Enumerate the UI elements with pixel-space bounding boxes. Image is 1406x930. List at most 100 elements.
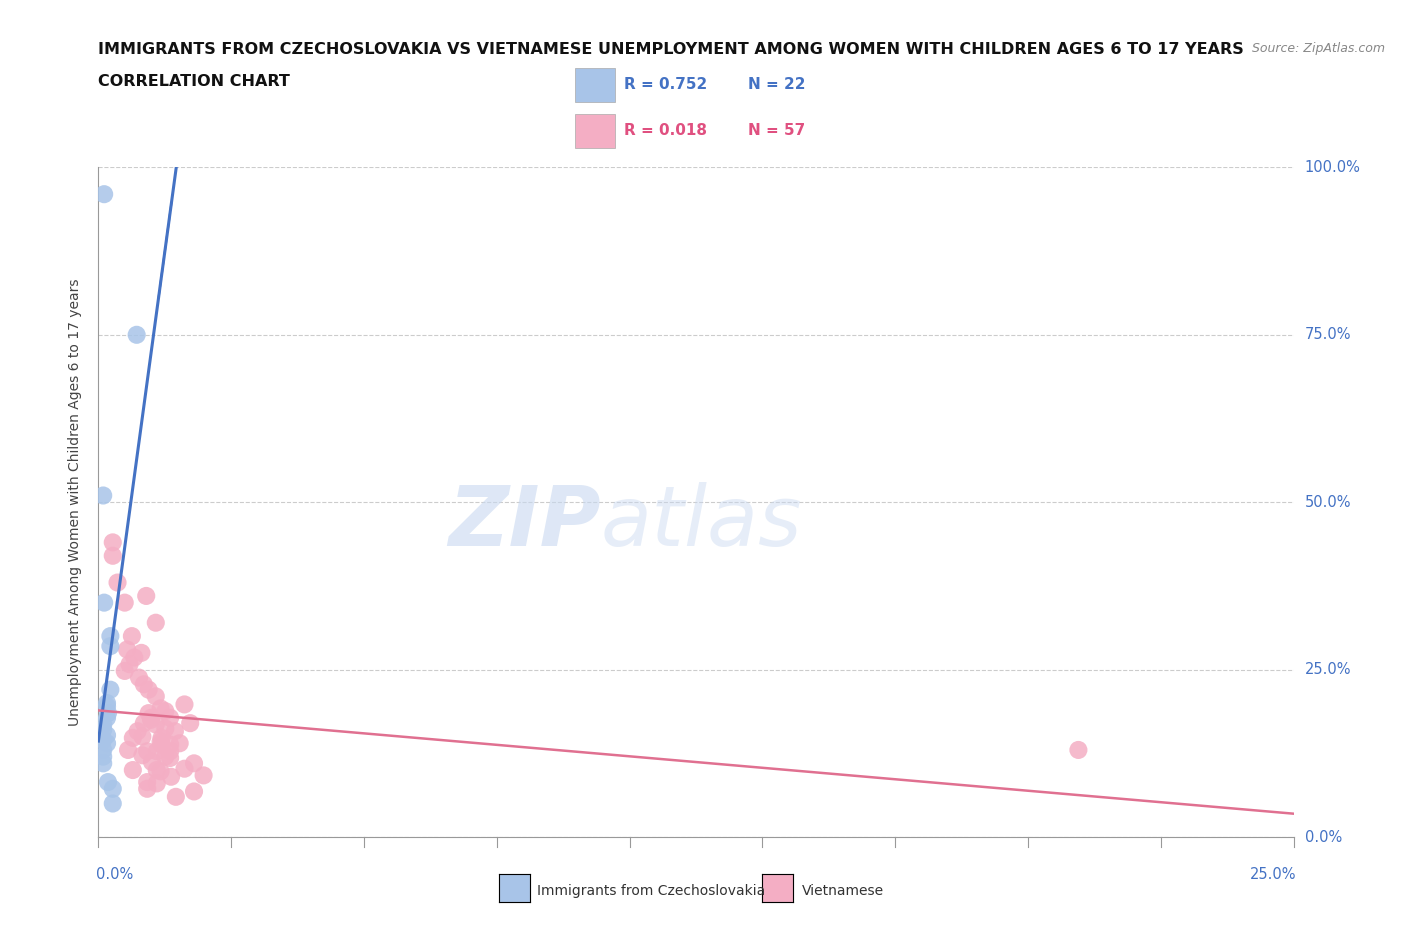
Point (91, 750, 114, 764)
Point (131, 729, 153, 744)
Point (183, 784, 205, 799)
Text: 25.0%: 25.0% (1305, 662, 1351, 677)
Text: 75.0%: 75.0% (1305, 327, 1351, 342)
Point (150, 737, 173, 752)
Point (114, 595, 136, 610)
Text: 0.0%: 0.0% (96, 867, 134, 883)
Point (91, 488, 114, 503)
Point (96, 696, 118, 711)
FancyBboxPatch shape (575, 114, 614, 148)
Point (121, 730, 143, 745)
Point (139, 712, 162, 727)
Point (98, 629, 122, 644)
Point (97, 706, 120, 721)
Point (125, 327, 148, 342)
Point (91, 717, 114, 732)
Point (173, 762, 195, 777)
Text: ZIP: ZIP (447, 482, 600, 563)
Point (138, 706, 160, 721)
Point (93, 595, 115, 610)
Point (131, 748, 153, 763)
Point (1067, 742, 1090, 757)
Point (136, 744, 159, 759)
Text: 50.0%: 50.0% (1305, 495, 1351, 510)
Text: N = 57: N = 57 (748, 123, 806, 138)
Point (114, 663, 136, 678)
Point (96, 699, 118, 714)
Text: Source: ZipAtlas.com: Source: ZipAtlas.com (1251, 42, 1385, 55)
Point (155, 704, 177, 719)
Text: 25.0%: 25.0% (1250, 867, 1296, 883)
Point (173, 697, 195, 711)
Point (131, 645, 153, 660)
Text: R = 0.752: R = 0.752 (624, 77, 707, 92)
Point (101, 781, 124, 796)
Point (138, 683, 160, 698)
Point (136, 781, 159, 796)
Point (101, 535, 124, 550)
Point (115, 642, 138, 657)
Point (121, 629, 143, 644)
Point (149, 735, 172, 750)
Point (118, 657, 141, 671)
Point (96, 728, 118, 743)
Point (165, 790, 187, 804)
Point (117, 742, 139, 757)
Point (145, 717, 167, 732)
Point (127, 724, 149, 738)
Point (145, 776, 167, 790)
Point (132, 716, 155, 731)
Point (149, 701, 172, 716)
Text: 0.0%: 0.0% (1305, 830, 1341, 844)
Point (91, 756, 114, 771)
Point (124, 650, 146, 665)
Point (101, 796, 124, 811)
Point (132, 677, 155, 692)
Point (145, 689, 167, 704)
Point (155, 721, 177, 736)
Point (149, 764, 172, 778)
FancyBboxPatch shape (575, 68, 614, 102)
Point (98, 639, 122, 654)
Point (107, 575, 129, 590)
Point (91, 733, 114, 748)
Point (96, 736, 118, 751)
Point (96, 711, 118, 725)
Point (121, 763, 143, 777)
Text: Vietnamese: Vietnamese (801, 884, 883, 898)
Point (193, 768, 215, 783)
Point (98, 683, 122, 698)
Point (145, 744, 167, 759)
Text: CORRELATION CHART: CORRELATION CHART (98, 74, 290, 89)
Point (160, 769, 183, 784)
Point (155, 750, 177, 764)
Point (136, 775, 159, 790)
Point (159, 744, 181, 759)
Y-axis label: Unemployment Among Women with Children Ages 6 to 17 years: Unemployment Among Women with Children A… (69, 278, 83, 726)
Point (101, 549, 124, 564)
Point (150, 730, 173, 745)
Point (135, 589, 157, 604)
Text: atlas: atlas (600, 482, 801, 563)
Point (145, 763, 167, 777)
Text: N = 22: N = 22 (748, 77, 806, 92)
Text: 100.0%: 100.0% (1305, 160, 1361, 175)
Point (91, 723, 114, 737)
Point (159, 751, 181, 765)
Point (163, 724, 186, 738)
Point (141, 754, 163, 769)
Point (159, 737, 181, 752)
Point (139, 711, 162, 725)
Point (159, 711, 181, 725)
Point (93, 187, 115, 202)
Point (179, 716, 201, 731)
Point (145, 616, 167, 631)
Point (91, 742, 114, 757)
Text: R = 0.018: R = 0.018 (624, 123, 707, 138)
Point (97, 775, 120, 790)
Point (128, 671, 150, 685)
Text: Immigrants from Czechoslovakia: Immigrants from Czechoslovakia (537, 884, 765, 898)
Text: IMMIGRANTS FROM CZECHOSLOVAKIA VS VIETNAMESE UNEMPLOYMENT AMONG WOMEN WITH CHILD: IMMIGRANTS FROM CZECHOSLOVAKIA VS VIETNA… (98, 42, 1244, 57)
Point (169, 736, 191, 751)
Point (183, 756, 205, 771)
